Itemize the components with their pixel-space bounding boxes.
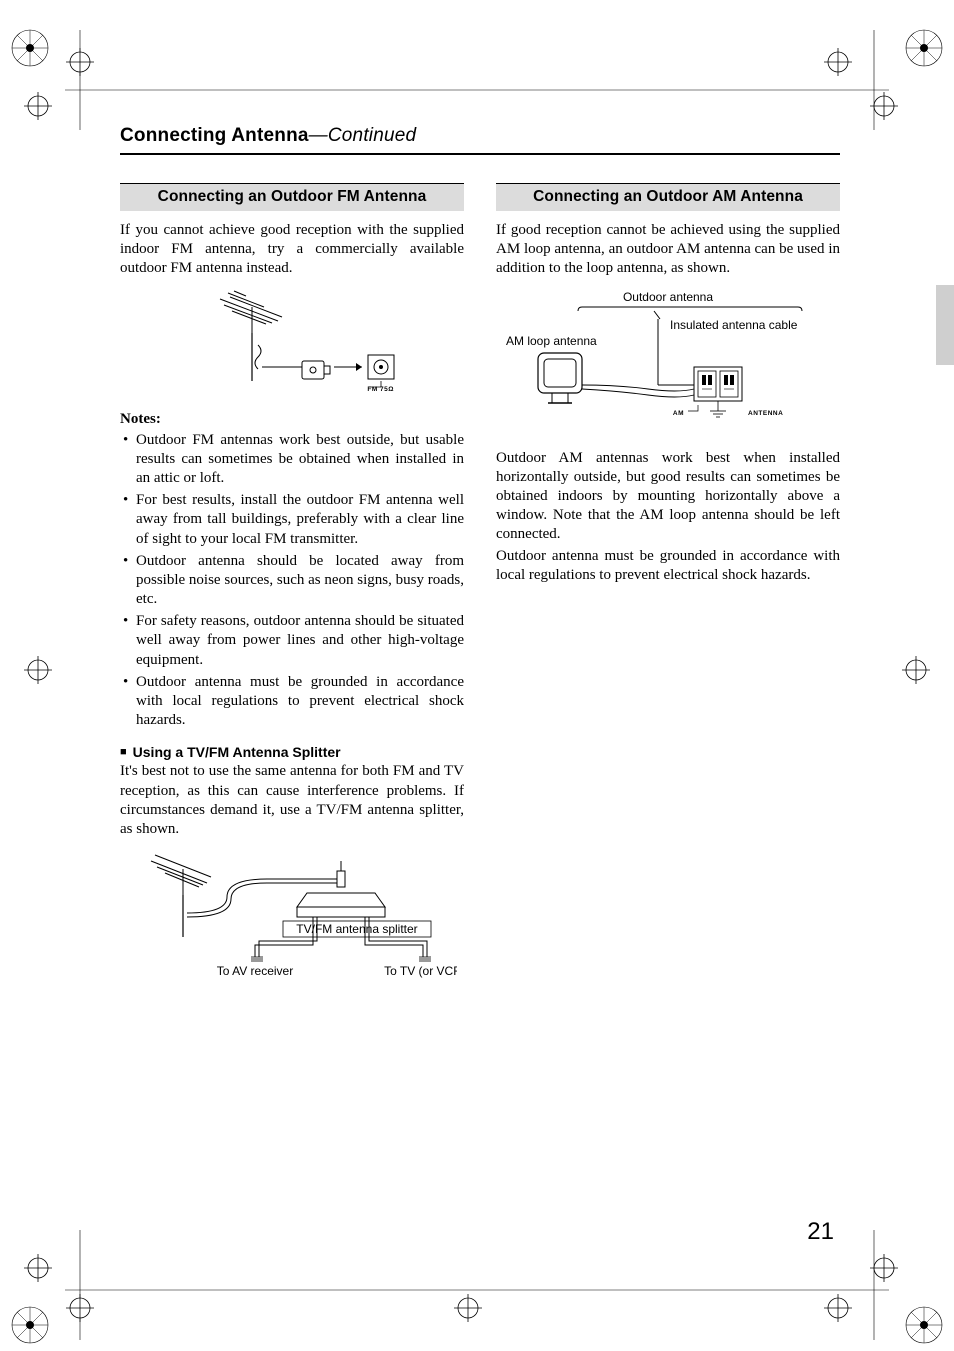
splitter-right-label: To TV (or VCR) (384, 964, 457, 978)
fm-note: For safety reasons, outdoor antenna shou… (120, 612, 464, 670)
splitter-heading: ■Using a TV/FM Antenna Splitter (120, 744, 464, 760)
fm-note: Outdoor FM antennas work best outside, b… (120, 431, 464, 489)
fm-note: Outdoor antenna must be grounded in acco… (120, 673, 464, 731)
registration-mark-bottom (0, 1230, 954, 1351)
fm-heading: Connecting an Outdoor FM Antenna (120, 183, 464, 211)
splitter-label: TV/FM antenna splitter (296, 922, 417, 936)
fm-intro: If you cannot achieve good reception wit… (120, 221, 464, 279)
page-title: Connecting Antenna—Continued (120, 125, 840, 155)
fm-notes-list: Outdoor FM antennas work best outside, b… (120, 431, 464, 731)
registration-mark-top (0, 0, 954, 130)
notes-heading: Notes: (120, 411, 464, 428)
am-antenna-diagram: Outdoor antenna Insulated antenna cable … (498, 289, 838, 439)
splitter-diagram: TV/FM antenna splitter To AV receive (127, 849, 457, 979)
splitter-left-label: To AV receiver (217, 964, 293, 978)
right-column: Connecting an Outdoor AM Antenna If good… (496, 183, 840, 985)
fm-antenna-diagram: FM 75Ω (162, 289, 422, 399)
page-content: Connecting Antenna—Continued Connecting … (120, 125, 840, 985)
left-column: Connecting an Outdoor FM Antenna If you … (120, 183, 464, 985)
splitter-text: It's best not to use the same antenna fo… (120, 762, 464, 839)
am-terminal-am: AM (673, 410, 684, 417)
thumb-tab (936, 285, 954, 365)
am-cable-label: Insulated antenna cable (670, 318, 798, 332)
splitter-heading-text: Using a TV/FM Antenna Splitter (133, 744, 341, 760)
am-body2: Outdoor antenna must be grounded in acco… (496, 547, 840, 585)
page-title-sub: —Continued (309, 125, 417, 146)
am-intro: If good reception cannot be achieved usi… (496, 221, 840, 279)
fm-note: Outdoor antenna should be located away f… (120, 552, 464, 610)
fm-socket-label: FM 75Ω (367, 386, 394, 393)
page-title-main: Connecting Antenna (120, 125, 309, 146)
page-number: 21 (807, 1218, 834, 1246)
am-body: Outdoor AM antennas work best when insta… (496, 449, 840, 545)
fm-note: For best results, install the outdoor FM… (120, 491, 464, 549)
am-loop-label: AM loop antenna (506, 334, 597, 348)
am-terminal-antenna: ANTENNA (748, 410, 783, 417)
am-outdoor-label: Outdoor antenna (623, 290, 713, 304)
am-heading: Connecting an Outdoor AM Antenna (496, 183, 840, 211)
